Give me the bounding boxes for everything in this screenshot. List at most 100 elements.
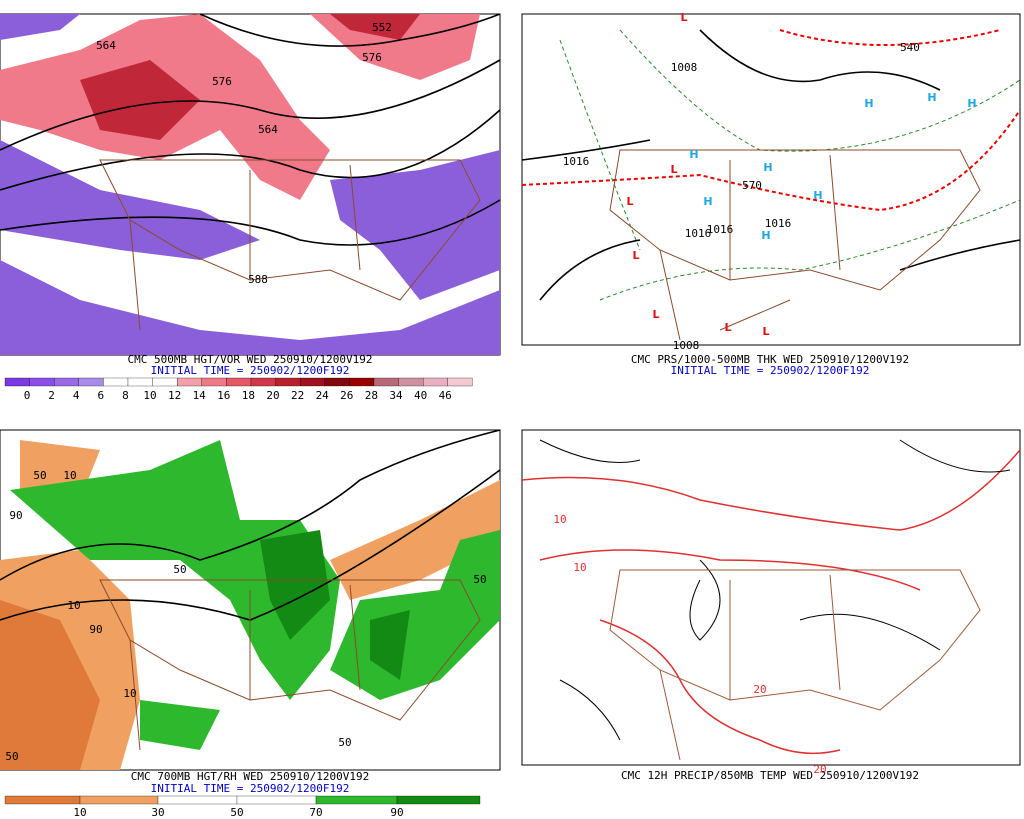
- caption: CMC 700MB HGT/RH WED 250910/1200V192: [131, 770, 369, 783]
- colorbar-label: 8: [122, 389, 129, 402]
- caption: CMC 12H PRECIP/850MB TEMP WED 250910/120…: [621, 769, 919, 782]
- colorbar-swatch: [226, 377, 252, 387]
- contour-label: 576: [362, 51, 382, 64]
- colorbar-swatch: [349, 377, 375, 387]
- thickness-contour: [559, 29, 1021, 301]
- colorbar-swatch: [177, 377, 202, 387]
- contour-label: 1016: [765, 217, 792, 230]
- pressure-center: L: [762, 325, 769, 338]
- contour-label: 20: [813, 763, 826, 776]
- contour-label: 570: [742, 179, 762, 192]
- panel-humidity: [0, 429, 501, 771]
- pressure-center: L: [652, 308, 659, 321]
- panel-precip: [521, 429, 1021, 766]
- colorbar-swatch: [275, 377, 301, 387]
- initial-time: INITIAL TIME = 250902/1200F192: [151, 364, 350, 377]
- vorticity-negative: [0, 14, 500, 355]
- height-contour: [0, 199, 501, 246]
- colorbar-label: 40: [414, 389, 427, 402]
- colorbar-label: 10: [73, 806, 86, 819]
- rh-very-dry: [0, 600, 100, 770]
- colorbar-swatch: [236, 795, 317, 805]
- caption: CMC 500MB HGT/VOR WED 250910/1200V192: [127, 353, 372, 366]
- colorbar-swatch: [423, 377, 448, 387]
- height-contour: [0, 429, 501, 581]
- initial-time: INITIAL TIME = 250902/1200F192: [151, 782, 350, 795]
- colorbar-label: 14: [193, 389, 207, 402]
- colorbar-swatch: [152, 377, 178, 387]
- contour-label: 10: [67, 599, 80, 612]
- colorbar-label: 22: [291, 389, 304, 402]
- colorbar-label: 20: [266, 389, 279, 402]
- colorbar-swatch: [398, 377, 424, 387]
- colorbar-swatch: [315, 795, 398, 805]
- pressure-center: L: [724, 321, 731, 334]
- colorbar-label: 12: [168, 389, 181, 402]
- rh-moist: [10, 440, 500, 750]
- colorbar-swatch: [127, 377, 153, 387]
- colorbar-swatch: [396, 795, 481, 805]
- pressure-center: H: [864, 97, 873, 110]
- colorbar-swatch: [447, 377, 473, 387]
- state-boundaries: [609, 569, 981, 761]
- height-contour: [0, 59, 501, 151]
- colorbar-label: 34: [389, 389, 403, 402]
- contour-label: 10: [573, 561, 586, 574]
- colorbar-label: 50: [230, 806, 243, 819]
- colorbar-label: 18: [242, 389, 255, 402]
- colorbar-label: 30: [151, 806, 164, 819]
- vorticity-positive: [0, 14, 480, 200]
- colorbar-swatch: [79, 795, 159, 805]
- colorbar-label: 24: [316, 389, 330, 402]
- vorticity-high: [80, 14, 420, 140]
- contour-label: 50: [5, 750, 18, 763]
- pressure-center: L: [670, 163, 677, 176]
- colorbar-swatch: [300, 377, 325, 387]
- colorbar-swatch: [157, 795, 238, 805]
- contour-label: 552: [372, 21, 392, 34]
- contour-label: 10: [553, 513, 566, 526]
- colorbar-label: 16: [217, 389, 230, 402]
- pressure-center: H: [761, 229, 770, 242]
- pressure-center: L: [626, 195, 633, 208]
- contour-label: 10: [63, 469, 76, 482]
- map-frame: [521, 13, 1021, 346]
- contour-label: 50: [338, 736, 351, 749]
- pressure-center: L: [632, 249, 639, 262]
- colorbar-label: 2: [48, 389, 55, 402]
- contour-label: 540: [900, 41, 920, 54]
- colorbar-label: 90: [390, 806, 403, 819]
- height-contour: [199, 13, 501, 47]
- pressure-center: H: [703, 195, 712, 208]
- colorbar-label: 6: [97, 389, 104, 402]
- contour-label: 1008: [671, 61, 698, 74]
- colorbar-label: 10: [143, 389, 156, 402]
- colorbar-swatch: [29, 377, 55, 387]
- rh-saturated: [260, 530, 410, 680]
- contour-label: 90: [89, 623, 102, 636]
- contour-label: 564: [258, 123, 278, 136]
- panel-vorticity: [0, 13, 501, 356]
- rh-dry: [0, 440, 500, 770]
- colorbar-swatch: [54, 377, 79, 387]
- isobar: [521, 29, 1021, 301]
- pressure-center: H: [813, 189, 822, 202]
- contour-label: 1016: [685, 227, 712, 240]
- panel-pressure: [521, 13, 1021, 346]
- contour-label: 564: [96, 39, 116, 52]
- state-boundaries: [99, 579, 481, 751]
- colorbar-swatch: [250, 377, 276, 387]
- colorbar-swatch: [324, 377, 350, 387]
- pressure-center: H: [763, 161, 772, 174]
- contour-label: 10: [123, 687, 136, 700]
- colorbar-swatch: [201, 377, 227, 387]
- colorbar-swatch: [4, 377, 30, 387]
- height-contour: [0, 109, 501, 191]
- contour-label: 50: [173, 563, 186, 576]
- colorbar-label: 4: [73, 389, 80, 402]
- pressure-center: L: [680, 11, 687, 24]
- contour-label: 588: [248, 273, 268, 286]
- contour-label: 576: [212, 75, 232, 88]
- colorbar-swatch: [4, 795, 81, 805]
